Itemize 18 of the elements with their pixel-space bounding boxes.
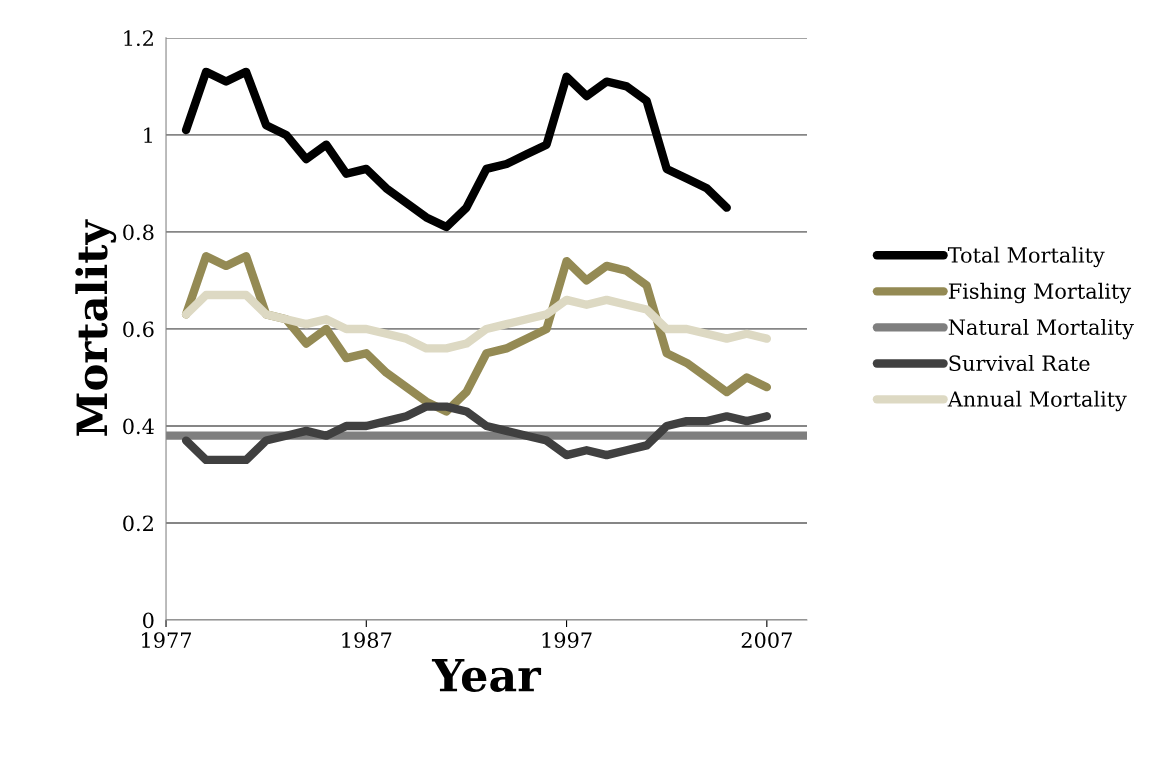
y-tick-label: 1 xyxy=(144,127,152,143)
y-tick-label: 0.4 xyxy=(123,418,154,435)
y-tick-label: 1.2 xyxy=(124,30,153,47)
y-tick-label: 0 xyxy=(143,612,154,629)
x-tick-label: 1977 xyxy=(142,632,192,648)
x-tick-label: 2007 xyxy=(741,632,792,648)
legend-label: Fishing Mortality xyxy=(948,282,1132,304)
legend-label: Natural Mortality xyxy=(948,318,1134,340)
x-axis-title: Year xyxy=(431,658,542,692)
x-tick-label: 1997 xyxy=(542,632,592,648)
y-axis-title: Mortality xyxy=(75,219,117,436)
legend-label: Survival Rate xyxy=(949,354,1090,372)
y-tick-label: 0.2 xyxy=(123,515,153,532)
y-tick-label: 0.8 xyxy=(123,224,154,241)
x-tick-label: 1987 xyxy=(342,632,392,648)
y-tick-label: 0.6 xyxy=(123,321,154,338)
legend-label: Total Mortality xyxy=(947,246,1105,268)
legend-label: Annual Mortality xyxy=(947,390,1127,412)
